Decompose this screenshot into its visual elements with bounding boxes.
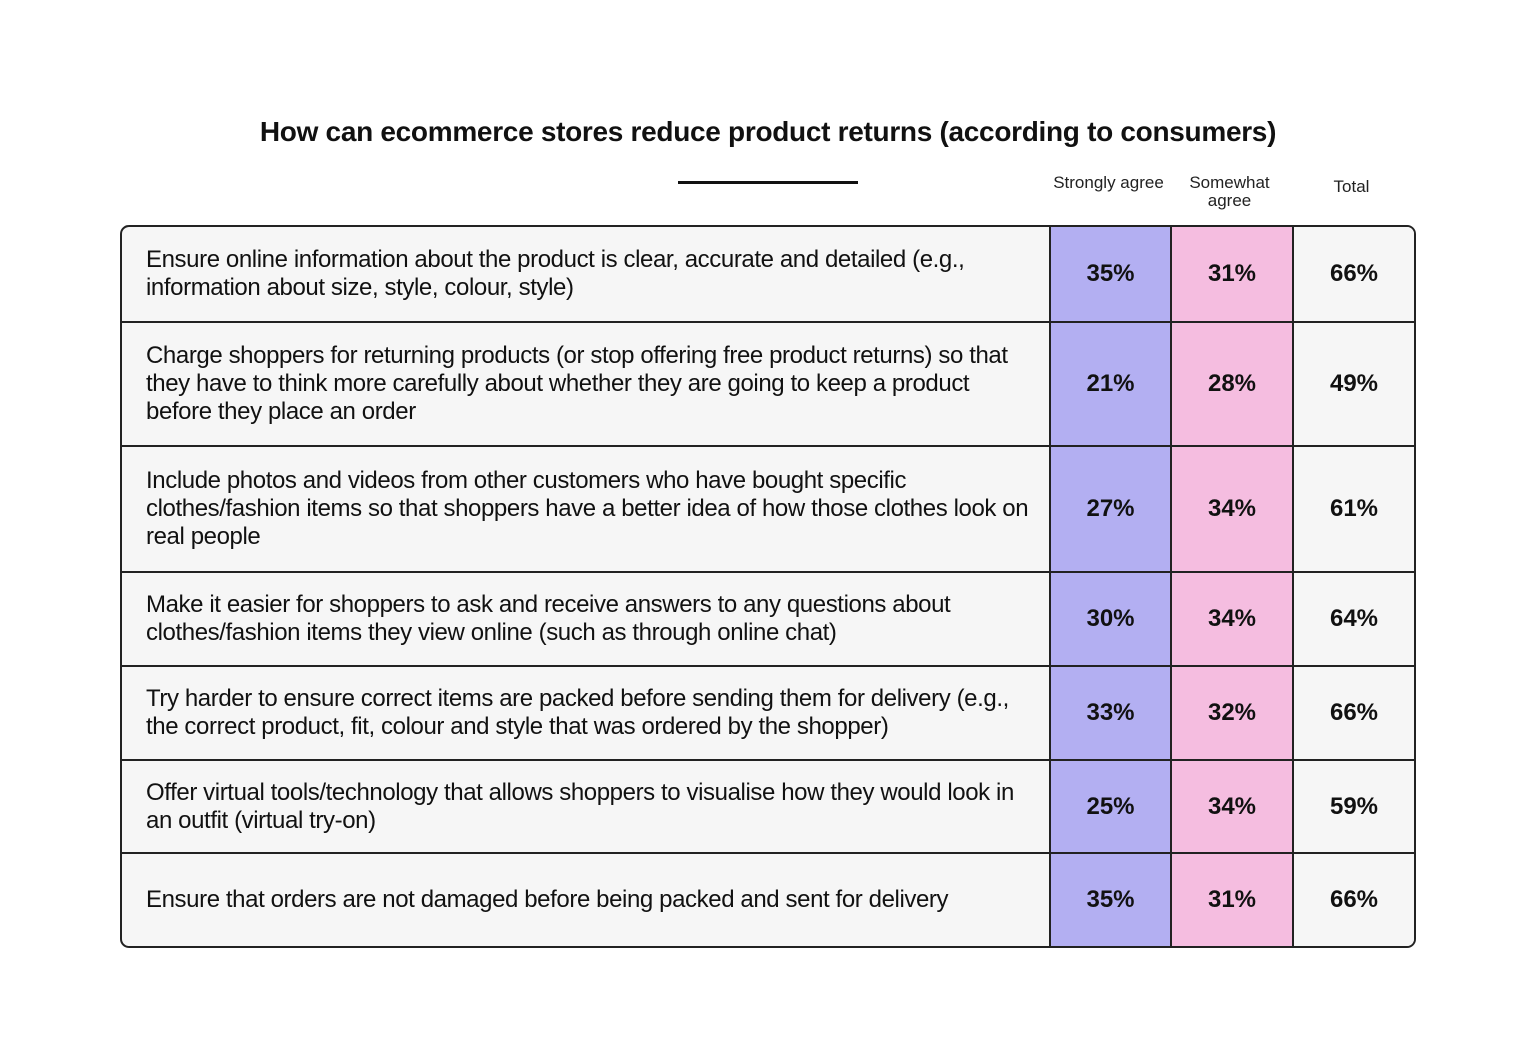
strongly-agree-cell: 21% — [1049, 323, 1170, 445]
somewhat-agree-cell: 32% — [1170, 667, 1292, 759]
row-label: Ensure that orders are not damaged befor… — [146, 886, 949, 913]
column-header-total: Total — [1333, 177, 1370, 196]
total-cell: 59% — [1292, 761, 1414, 852]
row-label: Ensure online information about the prod… — [146, 246, 965, 301]
row-label: Make it easier for shoppers to ask and r… — [146, 591, 951, 646]
strongly-agree-cell: 33% — [1049, 667, 1170, 759]
column-header-somewhat-agree: Somewhat agree — [1189, 173, 1270, 210]
somewhat-agree-cell: 28% — [1170, 323, 1292, 445]
somewhat-agree-cell: 31% — [1170, 854, 1292, 946]
table-row: Ensure online information about the prod… — [122, 227, 1414, 321]
total-cell: 49% — [1292, 323, 1414, 445]
somewhat-agree-cell: 34% — [1170, 761, 1292, 852]
strongly-agree-cell: 35% — [1049, 227, 1170, 321]
total-cell: 64% — [1292, 573, 1414, 665]
somewhat-agree-cell: 34% — [1170, 573, 1292, 665]
table-row: Ensure that orders are not damaged befor… — [122, 852, 1414, 946]
row-label: Charge shoppers for returning products (… — [146, 342, 1008, 425]
total-cell: 66% — [1292, 854, 1414, 946]
somewhat-agree-cell: 31% — [1170, 227, 1292, 321]
row-label: Include photos and videos from other cus… — [146, 467, 1029, 550]
table-row: Make it easier for shoppers to ask and r… — [122, 571, 1414, 665]
total-cell: 66% — [1292, 227, 1414, 321]
table-row: Charge shoppers for returning products (… — [122, 321, 1414, 445]
data-table: Ensure online information about the prod… — [120, 225, 1416, 948]
strongly-agree-cell: 30% — [1049, 573, 1170, 665]
chart-title: How can ecommerce stores reduce product … — [259, 116, 1277, 147]
strongly-agree-cell: 35% — [1049, 854, 1170, 946]
column-header-strongly-agree: Strongly agree — [1053, 173, 1164, 192]
strongly-agree-cell: 25% — [1049, 761, 1170, 852]
strongly-agree-cell: 27% — [1049, 447, 1170, 571]
row-label: Offer virtual tools/technology that allo… — [146, 778, 1014, 834]
total-cell: 61% — [1292, 447, 1414, 571]
title-underline — [678, 181, 858, 184]
table-row: Include photos and videos from other cus… — [122, 445, 1414, 571]
total-cell: 66% — [1292, 667, 1414, 759]
somewhat-agree-cell: 34% — [1170, 447, 1292, 571]
table-row: Try harder to ensure correct items are p… — [122, 665, 1414, 759]
table-row: Offer virtual tools/technology that allo… — [122, 759, 1414, 852]
row-label: Try harder to ensure correct items are p… — [146, 685, 1009, 740]
